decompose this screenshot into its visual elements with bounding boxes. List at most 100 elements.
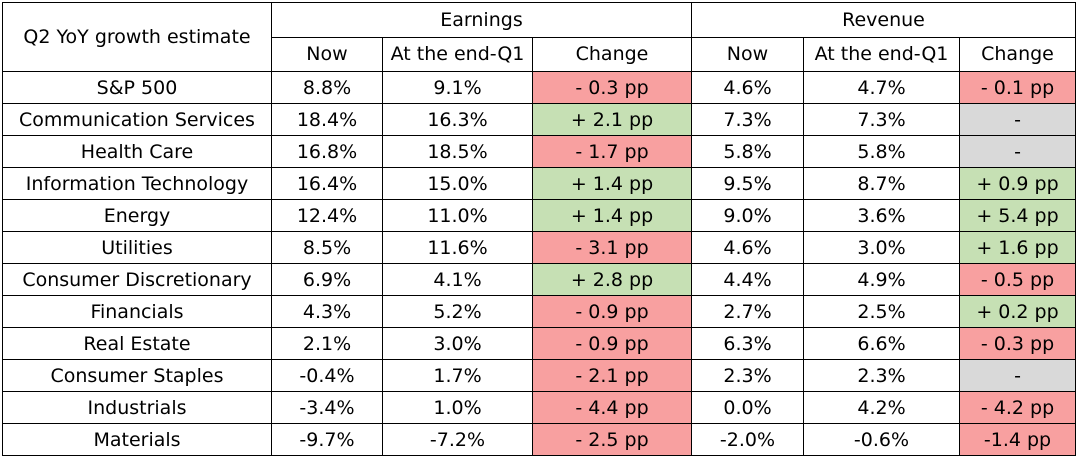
revenue-change-cell: - [959, 359, 1076, 392]
earnings-end-q1-cell: 11.0% [382, 199, 533, 232]
earnings-change-cell: - 4.4 pp [532, 391, 692, 424]
earnings-end-q1-cell: -7.2% [382, 423, 533, 456]
revenue-now-cell: 9.0% [691, 199, 804, 232]
revenue-now-cell: 4.6% [691, 71, 804, 104]
earnings-end-q1-cell: 11.6% [382, 231, 533, 264]
earnings-end-q1-cell: 16.3% [382, 103, 533, 136]
earnings-now-cell: 18.4% [271, 103, 383, 136]
revenue-end-q1-cell: 5.8% [803, 135, 960, 168]
revenue-change-header: Change [959, 36, 1076, 72]
table-row: Industrials -3.4% 1.0% - 4.4 pp 0.0% 4.2% - 4.… [2, 391, 1076, 424]
revenue-end-q1-cell: 3.0% [803, 231, 960, 264]
table-body: S&P 500 8.8% 9.1% - 0.3 pp 4.6% 4.7% - 0.1 pp C… [2, 71, 1076, 456]
sector-name-cell: Communication Services [2, 103, 272, 136]
table-row: Real Estate 2.1% 3.0% - 0.9 pp 6.3% 6.6% - 0.3… [2, 327, 1076, 360]
revenue-now-cell: 2.7% [691, 295, 804, 328]
sector-name-cell: Industrials [2, 391, 272, 424]
revenue-change-cell: - 0.1 pp [959, 71, 1076, 104]
earnings-end-q1-cell: 3.0% [382, 327, 533, 360]
earnings-change-cell: - 0.9 pp [532, 327, 692, 360]
earnings-change-cell: + 1.4 pp [532, 167, 692, 200]
earnings-now-cell: 16.8% [271, 135, 383, 168]
earnings-change-cell: - 0.9 pp [532, 295, 692, 328]
earnings-now-cell: 2.1% [271, 327, 383, 360]
earnings-now-cell: 4.3% [271, 295, 383, 328]
revenue-end-q1-cell: 7.3% [803, 103, 960, 136]
table-row: Utilities 8.5% 11.6% - 3.1 pp 4.6% 3.0% + 1.6 … [2, 231, 1076, 264]
earnings-group-header: Earnings [271, 2, 692, 38]
revenue-end-q1-cell: 4.9% [803, 263, 960, 296]
revenue-end-q1-cell: 6.6% [803, 327, 960, 360]
earnings-end-q1-cell: 18.5% [382, 135, 533, 168]
earnings-change-cell: - 2.1 pp [532, 359, 692, 392]
revenue-now-cell: 4.4% [691, 263, 804, 296]
revenue-now-cell: 7.3% [691, 103, 804, 136]
earnings-now-cell: 12.4% [271, 199, 383, 232]
sector-name-cell: Materials [2, 423, 272, 456]
earnings-now-cell: -3.4% [271, 391, 383, 424]
revenue-change-cell: + 0.9 pp [959, 167, 1076, 200]
earnings-now-cell: -0.4% [271, 359, 383, 392]
earnings-change-cell: - 1.7 pp [532, 135, 692, 168]
earnings-now-header: Now [271, 36, 383, 72]
sector-name-cell: Information Technology [2, 167, 272, 200]
revenue-change-cell: - 4.2 pp [959, 391, 1076, 424]
revenue-now-cell: 4.6% [691, 231, 804, 264]
growth-estimate-table: Q2 YoY growth estimate Earnings Revenue … [2, 2, 1076, 456]
revenue-change-cell: + 0.2 pp [959, 295, 1076, 328]
revenue-change-cell: - [959, 103, 1076, 136]
revenue-change-cell: - 0.5 pp [959, 263, 1076, 296]
earnings-change-cell: + 2.1 pp [532, 103, 692, 136]
revenue-end-q1-header: At the end-Q1 [803, 36, 960, 72]
header-row-groups: Q2 YoY growth estimate Earnings Revenue [2, 2, 1076, 72]
earnings-now-cell: 16.4% [271, 167, 383, 200]
revenue-now-cell: 9.5% [691, 167, 804, 200]
revenue-end-q1-cell: 4.7% [803, 71, 960, 104]
earnings-now-cell: 8.8% [271, 71, 383, 104]
sector-name-cell: Consumer Staples [2, 359, 272, 392]
table-row: Health Care 16.8% 18.5% - 1.7 pp 5.8% 5.8% - [2, 135, 1076, 168]
table-row: Financials 4.3% 5.2% - 0.9 pp 2.7% 2.5% + 0.2 … [2, 295, 1076, 328]
revenue-now-cell: 2.3% [691, 359, 804, 392]
earnings-end-q1-cell: 9.1% [382, 71, 533, 104]
earnings-change-cell: + 2.8 pp [532, 263, 692, 296]
sector-name-cell: Consumer Discretionary [2, 263, 272, 296]
revenue-now-cell: 0.0% [691, 391, 804, 424]
revenue-end-q1-cell: 3.6% [803, 199, 960, 232]
revenue-change-cell: + 5.4 pp [959, 199, 1076, 232]
sector-name-cell: Energy [2, 199, 272, 232]
earnings-change-header: Change [532, 36, 692, 72]
sector-name-cell: Health Care [2, 135, 272, 168]
earnings-end-q1-cell: 5.2% [382, 295, 533, 328]
sector-name-cell: Utilities [2, 231, 272, 264]
revenue-end-q1-cell: 4.2% [803, 391, 960, 424]
earnings-now-cell: 8.5% [271, 231, 383, 264]
table-row: Energy 12.4% 11.0% + 1.4 pp 9.0% 3.6% + 5.4 pp [2, 199, 1076, 232]
table-row: Information Technology 16.4% 15.0% + 1.4 pp… [2, 167, 1076, 200]
revenue-now-cell: 5.8% [691, 135, 804, 168]
header-row-columns: Now At the end-Q1 Change Now At the end-… [3, 36, 1076, 72]
earnings-change-cell: - 3.1 pp [532, 231, 692, 264]
sector-name-cell: Real Estate [2, 327, 272, 360]
revenue-change-cell: - 0.3 pp [959, 327, 1076, 360]
earnings-end-q1-cell: 15.0% [382, 167, 533, 200]
sector-name-cell: S&P 500 [2, 71, 272, 104]
earnings-end-q1-cell: 4.1% [382, 263, 533, 296]
row-label-header: Q2 YoY growth estimate [2, 2, 272, 72]
revenue-group-header: Revenue [691, 2, 1076, 38]
sector-name-cell: Financials [2, 295, 272, 328]
revenue-end-q1-cell: 8.7% [803, 167, 960, 200]
revenue-change-cell: -1.4 pp [959, 423, 1076, 456]
earnings-end-q1-header: At the end-Q1 [382, 36, 533, 72]
revenue-now-cell: -2.0% [691, 423, 804, 456]
table-row: S&P 500 8.8% 9.1% - 0.3 pp 4.6% 4.7% - 0.1 pp [2, 71, 1076, 104]
revenue-change-cell: + 1.6 pp [959, 231, 1076, 264]
table-row: Materials -9.7% -7.2% - 2.5 pp -2.0% -0.6% -1.… [2, 423, 1076, 456]
earnings-now-cell: -9.7% [271, 423, 383, 456]
revenue-end-q1-cell: 2.3% [803, 359, 960, 392]
revenue-end-q1-cell: 2.5% [803, 295, 960, 328]
earnings-change-cell: + 1.4 pp [532, 199, 692, 232]
revenue-end-q1-cell: -0.6% [803, 423, 960, 456]
revenue-change-cell: - [959, 135, 1076, 168]
revenue-now-cell: 6.3% [691, 327, 804, 360]
